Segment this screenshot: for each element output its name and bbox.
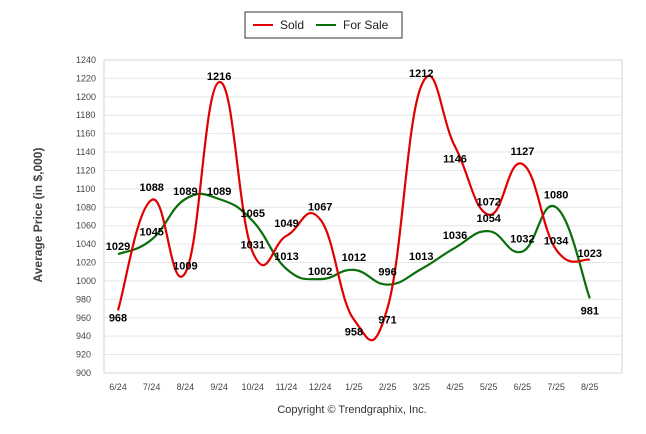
data-label-for-sale: 1089 (173, 186, 197, 198)
y-tick-label: 1120 (76, 165, 95, 175)
data-label-for-sale: 1045 (139, 227, 163, 239)
x-tick-label: 8/24 (177, 382, 195, 392)
data-label-sold: 1127 (510, 146, 534, 158)
x-axis-ticks: 6/24 7/24 8/24 9/24 10/24 11/24 12/24 1/25 2/25 3… (109, 382, 598, 392)
data-label-for-sale: 1036 (443, 230, 467, 242)
series-line-for-sale (117, 192, 591, 299)
y-tick-label: 920 (76, 350, 91, 360)
y-tick-label: 1240 (76, 55, 96, 65)
x-tick-label: 6/25 (514, 382, 532, 392)
copyright-credit: Copyright © Trendgraphix, Inc. (277, 404, 426, 416)
y-tick-label: 1200 (76, 92, 96, 102)
data-label-for-sale: 1002 (308, 266, 332, 278)
data-label-for-sale: 1012 (342, 252, 366, 264)
y-axis-ticks: 900 920 940 960 980 1000 1020 1040 1060 1080 1100 1… (76, 55, 96, 378)
x-tick-label: 1/25 (345, 382, 363, 392)
x-tick-label: 3/25 (413, 382, 431, 392)
plot-area (103, 59, 623, 374)
y-tick-label: 1000 (76, 276, 96, 286)
y-tick-label: 1100 (76, 184, 95, 194)
data-label-for-sale: 1013 (409, 251, 433, 263)
y-tick-label: 1220 (76, 73, 96, 83)
data-label-sold: 1146 (443, 154, 467, 166)
data-label-sold: 1031 (241, 239, 265, 251)
legend-label-for-sale: For Sale (343, 18, 389, 32)
y-tick-label: 1080 (76, 202, 96, 212)
y-tick-label: 900 (76, 368, 91, 378)
x-tick-label: 11/24 (276, 382, 298, 392)
x-tick-label: 5/25 (480, 382, 498, 392)
data-label-for-sale: 1054 (476, 213, 501, 225)
data-label-sold: 1067 (308, 201, 332, 213)
data-label-sold: 958 (345, 327, 363, 339)
data-label-sold: 1034 (544, 236, 569, 248)
y-tick-label: 1160 (76, 129, 95, 139)
x-tick-label: 9/24 (210, 382, 228, 392)
data-label-sold: 1049 (274, 218, 298, 230)
x-tick-label: 4/25 (446, 382, 464, 392)
data-labels: 968 1088 1009 1216 1031 1049 1067 958 971 1212 114… (106, 68, 602, 339)
data-label-for-sale: 1032 (510, 233, 534, 245)
data-label-for-sale: 981 (581, 305, 599, 317)
y-tick-label: 940 (76, 331, 91, 341)
legend-label-sold: Sold (280, 18, 304, 32)
x-tick-label: 7/25 (547, 382, 565, 392)
x-tick-label: 10/24 (242, 382, 265, 392)
legend: Sold For Sale (244, 11, 403, 39)
y-tick-label: 1040 (76, 239, 96, 249)
y-tick-label: 1140 (76, 147, 95, 157)
y-tick-label: 1180 (76, 110, 95, 120)
data-label-for-sale: 1065 (241, 208, 265, 220)
data-label-sold: 1216 (207, 71, 231, 83)
x-tick-label: 8/25 (581, 382, 599, 392)
y-tick-label: 960 (76, 313, 91, 323)
data-label-for-sale: 1080 (544, 189, 568, 201)
y-tick-label: 1020 (76, 258, 96, 268)
data-label-for-sale: 996 (378, 267, 396, 279)
x-tick-label: 2/25 (379, 382, 397, 392)
y-tick-label: 1060 (76, 221, 96, 231)
data-label-sold: 1009 (173, 261, 197, 273)
data-label-for-sale: 1089 (207, 186, 231, 198)
x-tick-label: 12/24 (309, 382, 332, 392)
data-label-sold: 971 (378, 315, 396, 327)
x-tick-label: 6/24 (109, 382, 127, 392)
data-label-sold: 968 (109, 312, 127, 324)
data-label-sold: 1088 (139, 182, 163, 194)
data-label-sold: 1023 (578, 248, 602, 260)
y-axis-title: Average Price (in $,000) (31, 148, 45, 283)
data-label-sold: 1212 (409, 68, 433, 80)
data-label-for-sale: 1029 (106, 241, 130, 253)
series-lines (116, 74, 591, 342)
data-label-for-sale: 1013 (274, 251, 298, 263)
data-label-sold: 1072 (476, 197, 500, 209)
x-tick-label: 7/24 (143, 382, 161, 392)
y-tick-label: 980 (76, 294, 91, 304)
series-line-sold (116, 74, 591, 342)
